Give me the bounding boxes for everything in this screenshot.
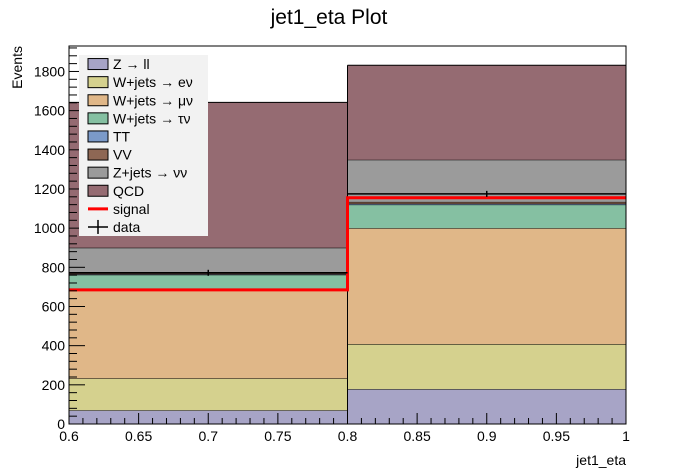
x-tick-label: 0.6 (59, 428, 79, 444)
signal-layer (69, 196, 626, 292)
x-tick-label: 0.8 (338, 428, 358, 444)
x-tick-label: 1 (622, 428, 630, 444)
x-tick-label: 0.65 (125, 428, 152, 444)
data-layer (69, 190, 626, 276)
signal-line (69, 196, 626, 292)
stack-bar (69, 378, 348, 411)
y-tick-label: 1000 (34, 220, 65, 236)
stack-bar (347, 65, 626, 160)
stack-bar (347, 204, 626, 229)
y-tick-label: 400 (42, 338, 66, 354)
stack-bar (69, 274, 348, 290)
legend-swatch (87, 130, 109, 143)
y-axis-label: Events (9, 46, 25, 89)
stack-bar (69, 247, 348, 274)
y-tick-label: 600 (42, 298, 66, 314)
x-tick-label: 0.85 (404, 428, 431, 444)
y-axis: 0 200 400 600 800 1000 1200 1400 1600 1800 (34, 47, 85, 432)
legend-swatch (87, 76, 109, 89)
x-tick-label: 0.7 (199, 428, 219, 444)
x-tick-label: 0.9 (477, 428, 497, 444)
stack-layer (69, 64, 626, 424)
legend-label: W+jets → eν (113, 74, 193, 90)
stack-bar (347, 228, 626, 345)
legend-label: Z → ll (113, 56, 150, 72)
x-axis-label: jet1_eta (575, 452, 626, 468)
legend: Z → ll W+jets → eν W+jets → μν W+jets → τν T… (79, 55, 208, 236)
y-tick-label: 1800 (34, 63, 65, 79)
legend-label: W+jets → τν (113, 110, 191, 126)
x-tick-label: 0.75 (264, 428, 291, 444)
chart-title: jet1_eta Plot (270, 6, 388, 29)
legend-label: signal (113, 201, 150, 217)
stack-bar (347, 201, 626, 204)
legend-label: Z+jets → νν (113, 165, 187, 181)
x-axis: 0.6 0.65 0.7 0.75 0.8 0.85 0.9 0.95 1 (59, 413, 630, 444)
x-tick-label: 0.95 (543, 428, 570, 444)
legend-swatch (87, 94, 109, 107)
y-tick-label: 1400 (34, 142, 65, 158)
y-tick-label: 1600 (34, 103, 65, 119)
legend-label: VV (113, 147, 132, 163)
legend-swatch (87, 112, 109, 125)
stack-bar (69, 289, 348, 379)
legend-label: W+jets → μν (113, 92, 193, 108)
legend-label: QCD (113, 183, 144, 199)
legend-swatch (87, 166, 109, 179)
legend-swatch (87, 148, 109, 161)
y-tick-label: 200 (42, 377, 66, 393)
legend-label: TT (113, 128, 131, 144)
y-tick-label: 800 (42, 259, 66, 275)
y-tick-label: 0 (57, 416, 65, 432)
y-tick-label: 1200 (34, 181, 65, 197)
legend-swatch (87, 58, 109, 71)
legend-label: data (113, 219, 140, 235)
stack-bar (347, 344, 626, 390)
legend-swatch (87, 184, 109, 197)
